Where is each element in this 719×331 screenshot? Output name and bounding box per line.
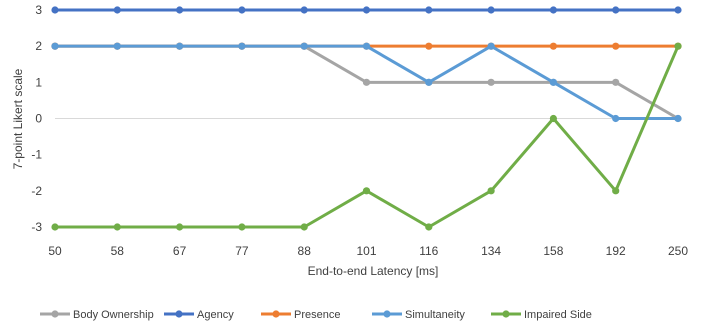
- series-impaired-side: [51, 42, 682, 231]
- body-ownership-point: [362, 78, 371, 86]
- agency-point: [238, 6, 246, 14]
- series-layer: [51, 6, 682, 231]
- x-tick-label: 116: [419, 244, 438, 258]
- impaired-side-point: [612, 187, 620, 195]
- y-tick-label: -2: [31, 184, 42, 198]
- legend-label: Agency: [197, 309, 234, 321]
- x-tick-label: 250: [668, 244, 688, 258]
- agency-point: [176, 6, 184, 14]
- simultaneity-point: [425, 78, 433, 86]
- legend: Body Ownership Agency Presence Simultaneity…: [40, 309, 592, 321]
- series-simultaneity: [51, 42, 682, 123]
- simultaneity-point: [362, 42, 371, 50]
- agency-point: [425, 6, 433, 14]
- agency-point: [487, 6, 495, 14]
- x-tick-label: 134: [481, 244, 501, 258]
- simultaneity-point: [176, 42, 184, 50]
- series-agency: [51, 6, 682, 14]
- agency-point: [113, 6, 121, 14]
- x-tick-label: 50: [48, 244, 62, 258]
- legend-label: Impaired Side: [524, 309, 592, 321]
- y-tick-label: -3: [31, 220, 42, 234]
- simultaneity-point: [487, 42, 495, 50]
- legend-item-impaired-side: Impaired Side: [491, 309, 592, 321]
- x-axis-title: End-to-end Latency [ms]: [308, 264, 439, 278]
- x-tick-label: 88: [298, 244, 312, 258]
- legend-swatch-marker: [272, 310, 280, 318]
- agency-point: [612, 6, 620, 14]
- legend-swatch-marker: [175, 310, 183, 318]
- simultaneity-point: [238, 42, 246, 50]
- impaired-side-point: [300, 223, 308, 231]
- impaired-side-point: [425, 223, 433, 231]
- agency-point: [51, 6, 59, 14]
- impaired-side-point: [674, 42, 682, 50]
- y-tick-label: 0: [35, 112, 42, 126]
- simultaneity-point: [300, 42, 308, 50]
- legend-swatch-marker: [502, 310, 510, 318]
- y-tick-label: 1: [35, 75, 42, 89]
- x-axis-ticks: 50 58 67 77 88 101 116 134 158 192 250: [48, 244, 688, 258]
- x-tick-label: 101: [356, 244, 376, 258]
- simultaneity-point: [612, 114, 620, 123]
- presence-point: [425, 42, 433, 50]
- series-body-ownership: [51, 42, 682, 123]
- x-tick-label: 192: [606, 244, 626, 258]
- impaired-side-point: [487, 187, 495, 195]
- y-tick-label: 3: [35, 3, 42, 17]
- impaired-side-point: [176, 223, 184, 231]
- legend-label: Simultaneity: [405, 309, 465, 321]
- presence-point: [612, 42, 620, 50]
- impaired-side-line: [55, 45, 680, 229]
- x-tick-label: 158: [543, 244, 563, 258]
- legend-item-agency: Agency: [164, 309, 234, 321]
- simultaneity-point: [549, 78, 558, 86]
- legend-swatch-marker: [383, 310, 391, 318]
- legend-item-body-ownership: Body Ownership: [40, 309, 154, 321]
- agency-point: [549, 6, 558, 14]
- impaired-side-point: [113, 223, 121, 231]
- legend-item-presence: Presence: [261, 309, 340, 321]
- agency-point: [674, 6, 682, 14]
- simultaneity-point: [113, 42, 121, 50]
- impaired-side-point: [238, 223, 246, 231]
- legend-swatch-marker: [51, 310, 59, 318]
- simultaneity-point: [674, 114, 682, 123]
- legend-label: Body Ownership: [73, 309, 154, 321]
- x-tick-label: 77: [235, 244, 249, 258]
- x-tick-label: 58: [111, 244, 125, 258]
- y-tick-label: -1: [31, 148, 42, 162]
- agency-point: [300, 6, 308, 14]
- presence-point: [549, 42, 558, 50]
- legend-item-simultaneity: Simultaneity: [372, 309, 465, 321]
- body-ownership-point: [487, 78, 495, 86]
- y-tick-label: 2: [35, 39, 42, 53]
- simultaneity-point: [51, 42, 59, 50]
- impaired-side-point: [549, 114, 558, 123]
- impaired-side-point: [362, 187, 371, 195]
- impaired-side-point: [51, 223, 59, 231]
- agency-point: [362, 6, 371, 14]
- body-ownership-point: [612, 78, 620, 86]
- x-tick-label: 67: [173, 244, 187, 258]
- y-axis-title: 7-point Likert scale: [11, 68, 25, 169]
- legend-label: Presence: [294, 309, 340, 321]
- y-axis-ticks: 3 2 1 0 -1 -2 -3: [31, 3, 42, 234]
